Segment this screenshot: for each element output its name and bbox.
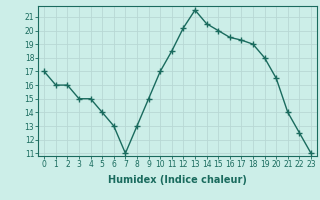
X-axis label: Humidex (Indice chaleur): Humidex (Indice chaleur) <box>108 175 247 185</box>
